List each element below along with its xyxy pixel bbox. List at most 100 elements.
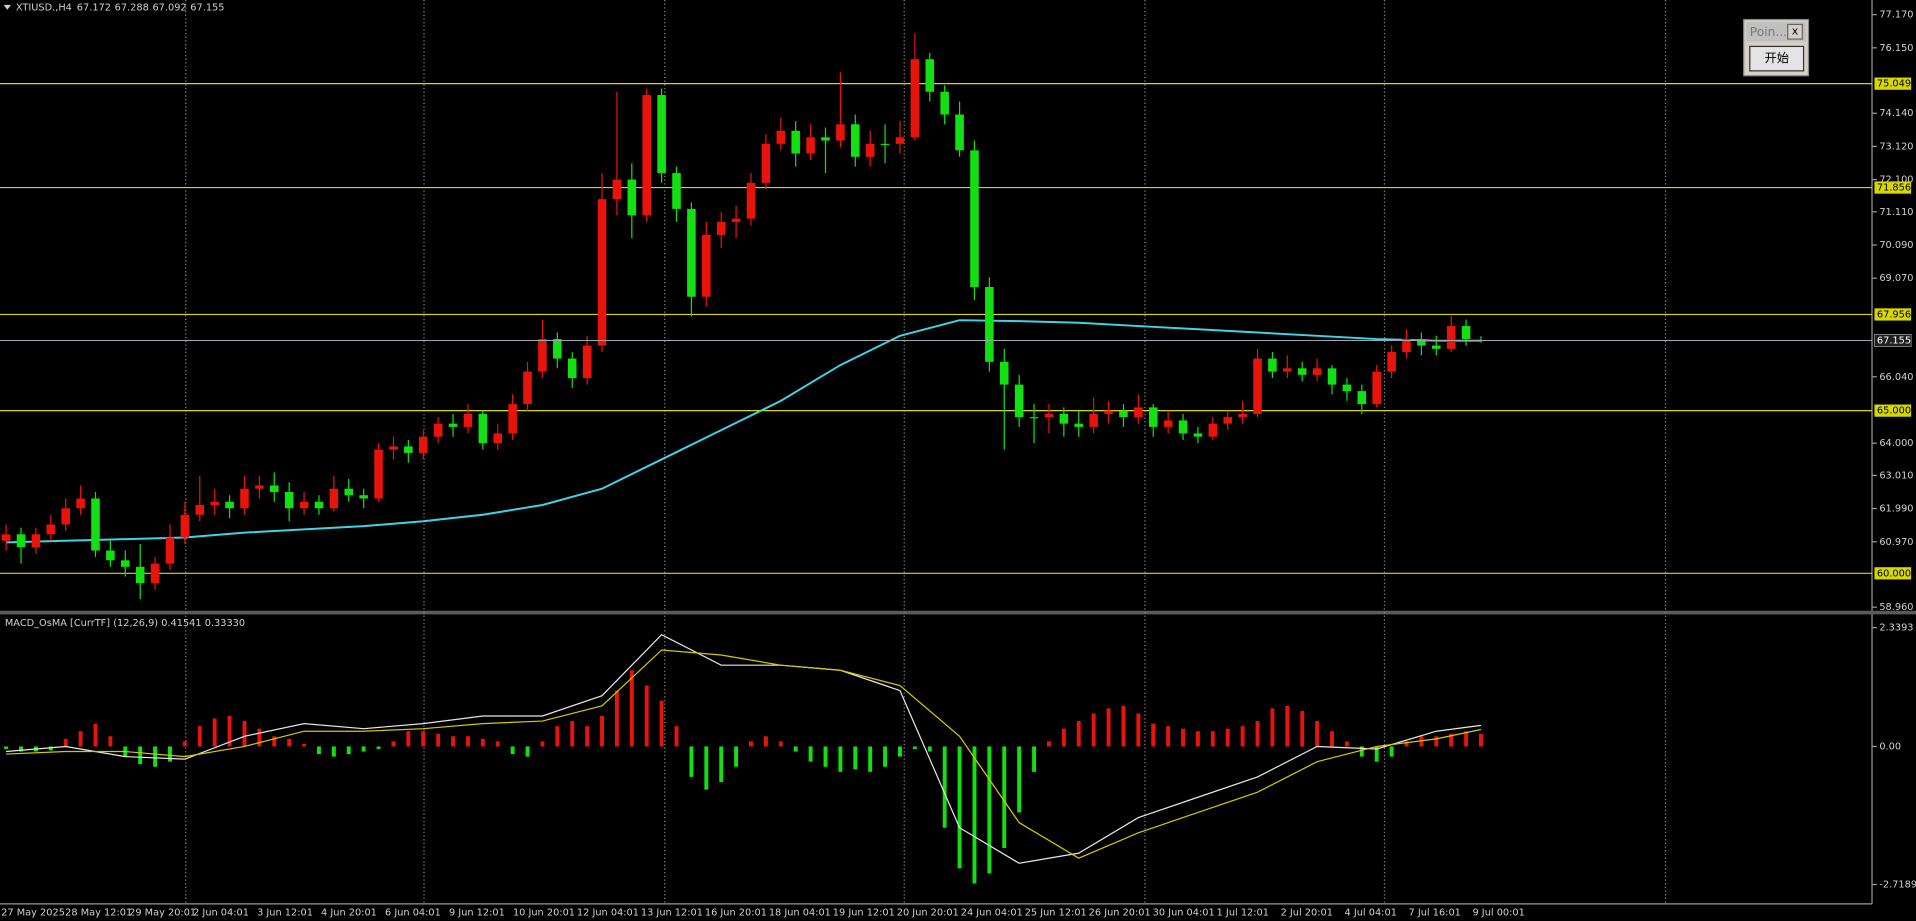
- close-value: 67.155: [190, 2, 224, 13]
- x-tick-label: 13 Jun 12:01: [641, 907, 703, 918]
- candle-body: [31, 534, 41, 548]
- candle-body: [508, 404, 517, 434]
- candle-body: [925, 59, 935, 92]
- candle-body: [240, 488, 249, 509]
- y-tick-label: 64.000: [1879, 438, 1913, 449]
- candle-body: [195, 504, 205, 515]
- candle-body: [1357, 391, 1367, 405]
- candle-body: [359, 495, 368, 499]
- level-label-box: [1874, 181, 1912, 194]
- histogram-bar: [1091, 713, 1096, 747]
- level-label-box: [1874, 77, 1912, 90]
- histogram-bar: [48, 746, 53, 751]
- histogram-bar: [421, 731, 426, 747]
- candle-body: [165, 537, 175, 564]
- candle-body: [1, 534, 11, 541]
- histogram-bar: [197, 726, 202, 747]
- histogram-bar: [138, 746, 143, 765]
- candle-body: [880, 143, 890, 146]
- close-button[interactable]: [1787, 23, 1803, 40]
- pointer-window: Poin... x 开始: [1743, 18, 1810, 77]
- close-glyph[interactable]: x: [1792, 25, 1799, 38]
- start-button-label[interactable]: 开始: [1764, 51, 1788, 65]
- histogram-bar: [734, 746, 739, 767]
- candle-body: [1432, 345, 1441, 349]
- histogram-bar: [763, 736, 768, 747]
- open-value: 67.172: [77, 2, 111, 13]
- histogram-bar: [719, 746, 724, 783]
- candle-body: [1461, 326, 1471, 340]
- candle-body: [433, 423, 443, 437]
- candle-body: [821, 137, 830, 141]
- candle-body: [895, 137, 905, 144]
- histogram-bar: [1449, 733, 1454, 747]
- candle-body: [493, 433, 503, 444]
- histogram-bar: [942, 746, 947, 828]
- candle-body: [329, 488, 339, 509]
- histogram-bar: [4, 746, 9, 749]
- histogram-bar: [1330, 731, 1334, 747]
- candle-body: [538, 339, 547, 372]
- histogram-bar: [927, 746, 932, 752]
- candle-body: [1148, 407, 1158, 427]
- histogram-bar: [540, 741, 545, 747]
- candle-body: [1268, 358, 1277, 372]
- candle-body: [865, 143, 875, 157]
- histogram-bar: [376, 746, 381, 749]
- histogram-bar: [1061, 728, 1066, 747]
- histogram-bar: [1434, 736, 1439, 747]
- x-tick-label: 29 May 20:01: [129, 907, 196, 918]
- window-close[interactable]: x: [1787, 23, 1803, 40]
- candle-body: [478, 413, 488, 444]
- histogram-bar: [465, 736, 470, 747]
- x-tick-label: 4 Jun 20:01: [321, 907, 377, 918]
- histogram-bar: [823, 746, 828, 767]
- x-tick-label: 4 Jul 04:01: [1345, 907, 1397, 918]
- chart-header: XTIUSD.,H4 67.172 67.288 67.092 67.155: [16, 2, 225, 13]
- histogram-bar: [19, 746, 23, 752]
- candle-body: [657, 95, 666, 174]
- candle-body: [836, 124, 845, 141]
- candle-body: [463, 413, 473, 427]
- candle-body: [567, 358, 577, 379]
- histogram-bar: [212, 718, 217, 747]
- histogram-bar: [257, 728, 262, 747]
- candle-body: [553, 339, 562, 359]
- symbol: XTIUSD.,H4: [16, 2, 72, 13]
- candle-body: [135, 566, 145, 584]
- x-tick-label: 16 Jun 20:01: [705, 907, 767, 918]
- x-tick-label: 18 Jun 04:01: [769, 907, 831, 918]
- candle-body: [1312, 368, 1322, 375]
- indicator-title: MACD_OsMA [CurrTF] (12,26,9) 0.41541 0.3…: [5, 618, 245, 629]
- histogram-bar: [1464, 731, 1469, 747]
- current-price-box: [1874, 334, 1912, 347]
- histogram-bar: [808, 746, 813, 762]
- histogram-bar: [510, 746, 515, 755]
- candle-body: [999, 361, 1009, 385]
- y-tick-label: 2.3393: [1879, 623, 1913, 634]
- candle-body: [1417, 339, 1426, 346]
- histogram-bar: [659, 700, 664, 747]
- candle-body: [1104, 410, 1113, 414]
- x-tick-label: 25 Jun 12:01: [1025, 907, 1087, 918]
- start-button-group[interactable]: 开始: [1749, 45, 1805, 72]
- candle-body: [955, 114, 964, 151]
- candle-body: [374, 449, 383, 499]
- y-tick-label: 69.070: [1879, 273, 1913, 284]
- y-tick-label: 0.00: [1879, 741, 1901, 752]
- level-label: 67.956: [1877, 309, 1911, 320]
- candle-body: [16, 534, 26, 548]
- candle-body: [1283, 368, 1292, 372]
- histogram-bar: [1389, 746, 1394, 757]
- candle-body: [716, 221, 726, 235]
- x-tick-label: 9 Jun 12:01: [449, 907, 505, 918]
- candle-body: [225, 501, 234, 509]
- candle-body: [791, 130, 800, 154]
- x-tick-label: 24 Jun 04:01: [961, 907, 1023, 918]
- histogram-bar: [570, 721, 575, 747]
- start-button[interactable]: [1749, 45, 1805, 72]
- candle-body: [299, 501, 309, 509]
